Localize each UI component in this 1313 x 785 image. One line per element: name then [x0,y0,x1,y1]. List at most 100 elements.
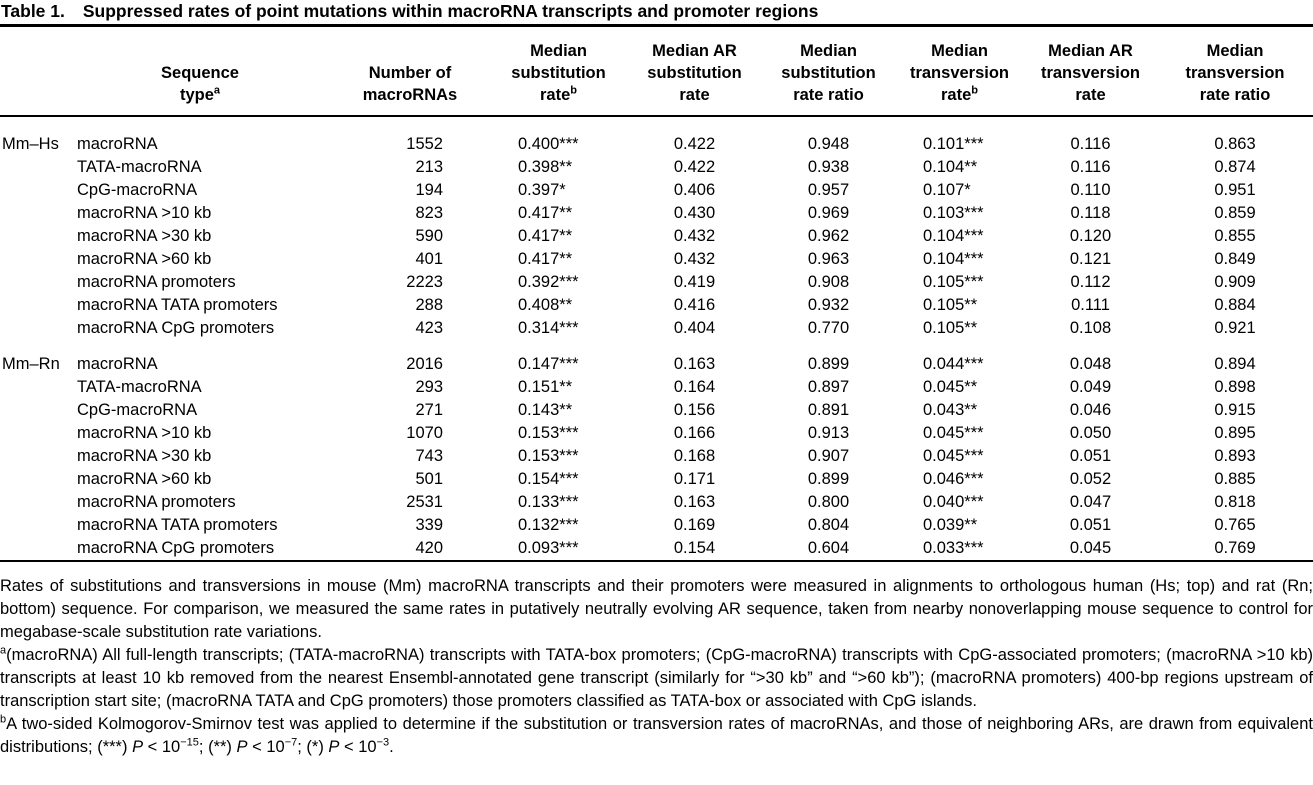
median-transversion-rate-cell: 0.043** [923,401,978,419]
sequence-type-cell: macroRNA TATA promoters [77,516,278,534]
p-symbol: P [236,738,248,756]
median-transversion-rate-cell: 0.105*** [923,273,984,291]
sequence-type-cell: TATA-macroRNA [77,378,202,396]
column-header-median-transversion-rate-ratio: Median transversion rate ratio [1157,27,1313,117]
group-label-cell [0,248,70,271]
header-line: rate ratio [793,86,864,104]
median-substitution-rate-ratio-cell: 0.907 [807,447,850,465]
header-line: transversion [1185,64,1285,82]
number-of-macrornas-cell: 2531 [406,493,443,511]
median-ar-substitution-rate-cell: 0.430 [673,204,716,222]
median-substitution-rate-ratio-cell: 0.969 [807,204,850,222]
median-substitution-rate-ratio-cell: 0.913 [807,424,850,442]
median-ar-transversion-rate-cell: 0.048 [1069,355,1112,373]
sequence-type-cell: macroRNA TATA promoters [77,296,278,314]
median-substitution-rate-ratio-cell: 0.948 [807,135,850,153]
group-label-cell [0,468,70,491]
separator: . [389,738,394,756]
median-transversion-rate-cell: 0.044*** [923,355,984,373]
median-ar-substitution-rate-cell: 0.166 [673,424,716,442]
number-of-macrornas-cell: 590 [415,227,443,245]
footnotes: Rates of substitutions and transversions… [0,562,1313,759]
median-ar-transversion-rate-cell: 0.121 [1069,250,1112,268]
median-transversion-rate-cell: 0.107* [923,181,971,199]
number-of-macrornas-cell: 271 [415,401,443,419]
header-line: Sequence [161,64,239,82]
table-row: macroRNA TATA promoters 288 0.408** 0.416 0.… [0,294,1313,317]
header-line: rate [940,86,972,104]
median-substitution-rate-cell: 0.143** [518,401,573,419]
footnote-b-text: A two-sided Kolmogorov-Smirnov test was … [0,715,1313,756]
p-threshold: < 10 [339,738,377,756]
median-ar-substitution-rate-cell: 0.419 [673,273,716,291]
median-transversion-rate-ratio-cell: 0.863 [1214,135,1256,153]
footnote-b-marker: b [0,713,7,726]
median-ar-substitution-rate-cell: 0.154 [673,539,716,557]
median-substitution-rate-cell: 0.151** [518,378,573,396]
p-threshold: < 10 [247,738,285,756]
footnote-a: a(macroRNA) All full-length transcripts;… [0,644,1313,713]
median-ar-transversion-rate-cell: 0.052 [1069,470,1112,488]
header-line: Median [800,42,857,60]
median-transversion-rate-cell: 0.045** [923,378,978,396]
column-header-median-substitution-rate-ratio: Median substitution rate ratio [762,27,895,117]
group-label-cell [0,179,70,202]
number-of-macrornas-cell: 401 [415,250,443,268]
median-transversion-rate-cell: 0.045*** [923,424,984,442]
median-transversion-rate-cell: 0.046*** [923,470,984,488]
table-row: macroRNA promoters 2531 0.133*** 0.163 0.800… [0,491,1313,514]
median-substitution-rate-cell: 0.417** [518,227,573,245]
sequence-type-cell: TATA-macroRNA [77,158,202,176]
number-of-macrornas-cell: 339 [415,516,443,534]
sequence-type-cell: macroRNA >60 kb [77,470,212,488]
column-header-median-transversion-rate: Median transversion rateb [895,27,1024,117]
group-label-cell [0,537,70,560]
median-ar-substitution-rate-cell: 0.156 [673,401,716,419]
median-transversion-rate-cell: 0.101*** [923,135,984,153]
column-header-sequence-type: Sequence typea [70,27,330,117]
median-transversion-rate-ratio-cell: 0.915 [1214,401,1256,419]
p-threshold: < 10 [143,738,181,756]
header-line: rate [679,86,710,104]
significance-stars: (*) [306,738,329,756]
header-line: transversion [1040,64,1141,82]
table-row: macroRNA CpG promoters 423 0.314*** 0.404 0.… [0,317,1313,340]
median-substitution-rate-cell: 0.314*** [518,319,579,337]
table-row: TATA-macroRNA 213 0.398** 0.422 0.938 0.104**… [0,156,1313,179]
table-row: macroRNA promoters 2223 0.392*** 0.419 0.908… [0,271,1313,294]
table-row: macroRNA >10 kb 1070 0.153*** 0.166 0.913 0.0… [0,422,1313,445]
median-transversion-rate-ratio-cell: 0.884 [1214,296,1256,314]
median-substitution-rate-ratio-cell: 0.800 [807,493,850,511]
median-ar-substitution-rate-cell: 0.404 [673,319,716,337]
median-substitution-rate-ratio-cell: 0.899 [807,470,850,488]
number-of-macrornas-cell: 823 [415,204,443,222]
median-ar-substitution-rate-cell: 0.164 [673,378,716,396]
median-ar-transversion-rate-cell: 0.111 [1071,296,1110,314]
median-transversion-rate-ratio-cell: 0.765 [1214,516,1256,534]
median-ar-transversion-rate-cell: 0.051 [1069,447,1112,465]
median-transversion-rate-ratio-cell: 0.895 [1214,424,1256,442]
median-transversion-rate-ratio-cell: 0.894 [1214,355,1256,373]
table-bottom-rule [0,560,1313,562]
header-line: Median [530,42,587,60]
sequence-type-cell: macroRNA [77,355,158,373]
header-line: rate [539,86,571,104]
header-line: Number of [368,64,452,82]
number-of-macrornas-cell: 194 [415,181,443,199]
number-of-macrornas-cell: 213 [415,158,443,176]
footnote-a-marker: a [0,644,7,657]
median-transversion-rate-cell: 0.105** [923,319,978,337]
sequence-type-cell: CpG-macroRNA [77,181,198,199]
number-of-macrornas-cell: 288 [415,296,443,314]
column-header-group [0,27,70,117]
number-of-macrornas-cell: 1070 [406,424,443,442]
sequence-type-cell: macroRNA >60 kb [77,250,212,268]
median-ar-transversion-rate-cell: 0.050 [1069,424,1112,442]
median-substitution-rate-cell: 0.153*** [518,424,579,442]
median-ar-transversion-rate-cell: 0.110 [1070,181,1111,199]
table-row: macroRNA >60 kb 401 0.417** 0.432 0.963 0.104… [0,248,1313,271]
median-substitution-rate-cell: 0.417** [518,250,573,268]
median-substitution-rate-cell: 0.392*** [518,273,579,291]
sequence-type-cell: macroRNA promoters [77,273,236,291]
